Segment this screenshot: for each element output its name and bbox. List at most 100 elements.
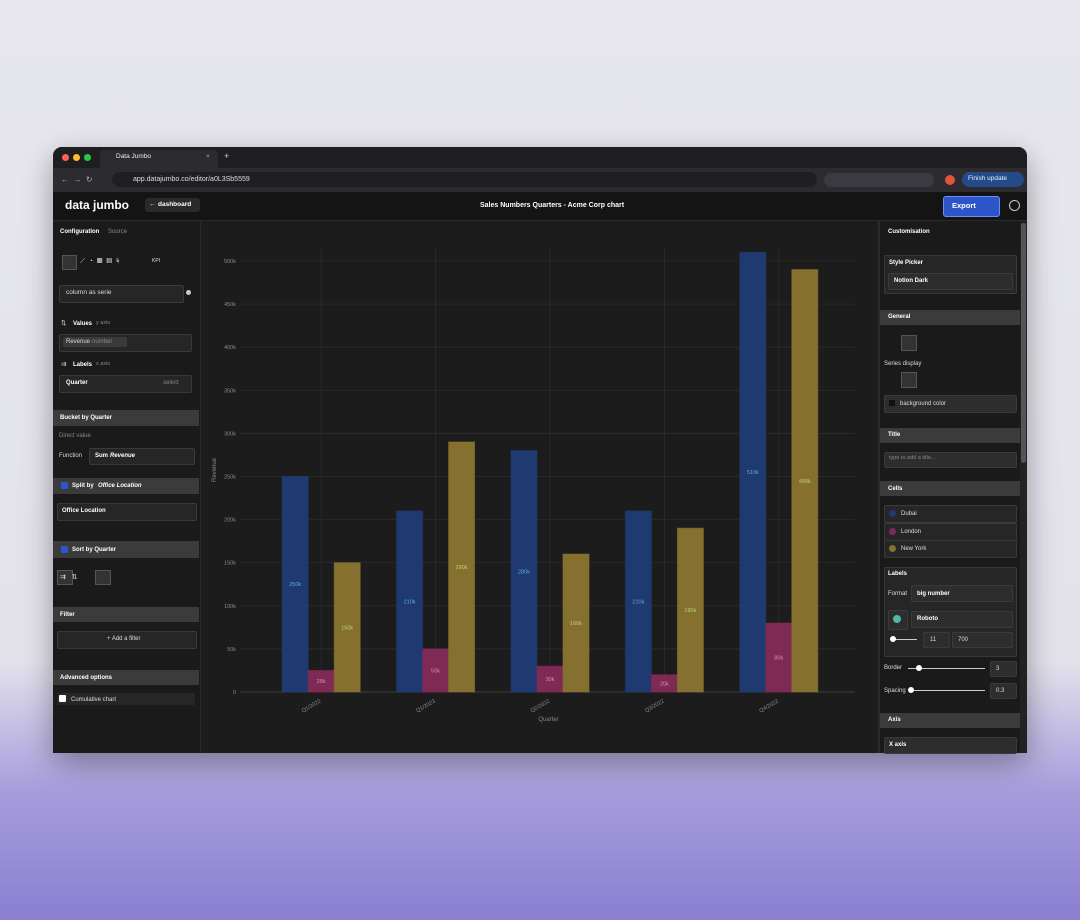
value-label: 20k (660, 681, 669, 687)
browser-tab[interactable] (100, 150, 218, 168)
labels-hint: x axis (96, 361, 111, 367)
cumulative-checkbox[interactable] (59, 695, 66, 702)
split-value: Office Location (62, 508, 106, 514)
profile[interactable] (945, 175, 955, 185)
size-slider[interactable] (893, 639, 917, 640)
close-light[interactable] (62, 154, 69, 161)
font-select[interactable] (911, 611, 1013, 628)
legend-swatch[interactable] (889, 510, 896, 517)
orientation-selected[interactable] (901, 335, 917, 351)
border-input[interactable] (990, 661, 1017, 677)
format-label: Format (888, 591, 908, 597)
title-band (880, 428, 1020, 443)
values-chip[interactable] (63, 337, 127, 347)
spacing-slider-thumb[interactable] (908, 687, 914, 693)
split-field: Office Location (98, 483, 142, 489)
chart-type-icons[interactable]: ⟋ ◔ ▦ ▤ ⚘ (80, 258, 120, 265)
value-label: 160k (570, 621, 582, 627)
function-select[interactable] (89, 448, 195, 465)
spacing-slider[interactable] (911, 690, 985, 691)
minimize-light[interactable] (73, 154, 80, 161)
bar (510, 450, 538, 693)
cell-row[interactable] (884, 540, 1017, 558)
value-label: 210k (404, 599, 416, 605)
x-tick-label: Q4/2022 (759, 699, 780, 715)
format-select[interactable] (911, 585, 1013, 602)
back-button-box[interactable] (145, 198, 200, 212)
labels-icon: ⇉ (61, 361, 67, 368)
mode-select[interactable] (59, 285, 184, 303)
new-tab[interactable]: + (224, 151, 230, 161)
legend-swatch[interactable] (889, 545, 896, 552)
series-display-selected[interactable] (901, 372, 917, 388)
chart-title[interactable]: Sales Numbers Quarters - Acme Corp chart (480, 202, 625, 209)
export-button-box[interactable] (943, 196, 1000, 217)
legend-label: Dubai (901, 511, 917, 517)
label-color-swatch[interactable] (893, 615, 901, 623)
background-box[interactable] (884, 395, 1017, 413)
add-filter-box[interactable] (57, 631, 197, 649)
legend-swatch[interactable] (889, 527, 896, 535)
value-label: 250k (289, 582, 301, 588)
border-slider-thumb[interactable] (916, 665, 922, 671)
general-title: General (888, 314, 911, 320)
bar (739, 251, 767, 693)
chart-type-selected[interactable] (62, 255, 77, 270)
logo[interactable]: data jumbo (65, 198, 130, 212)
extensions (824, 173, 934, 187)
labels-field-name: Quarter (66, 380, 88, 386)
kpi-icon[interactable]: KPI (152, 258, 161, 264)
tab-close[interactable]: × (206, 153, 210, 160)
size-input[interactable] (923, 632, 950, 648)
labels-title: Labels (888, 571, 908, 577)
update-pill[interactable] (962, 172, 1024, 187)
weight-select[interactable] (952, 632, 1013, 648)
values-field-name: Revenue (66, 339, 91, 345)
style-select[interactable] (888, 273, 1013, 290)
x-axis-label: X axis (889, 742, 907, 748)
mode-help[interactable] (186, 290, 191, 295)
help-icon[interactable] (1009, 200, 1020, 211)
background-label: background color (900, 401, 947, 407)
tab-title: Data Jumbo (116, 153, 152, 160)
values-hint: y axis (96, 320, 111, 326)
cells-band (880, 481, 1020, 496)
title-input[interactable] (884, 452, 1017, 468)
sort-icons[interactable]: ⇉ ⇅ (60, 574, 78, 581)
add-filter: + Add a filter (107, 636, 141, 642)
sort-order-selected[interactable] (95, 570, 111, 585)
style-value: Notion Dark (894, 278, 929, 284)
advanced-title: Advanced options (60, 675, 113, 681)
y-tick-label: 50k (227, 647, 236, 653)
zoom-light[interactable] (84, 154, 91, 161)
split-title: Split by (72, 483, 94, 489)
value-label: 190k (684, 608, 696, 614)
address-field[interactable] (112, 172, 817, 187)
size-slider-thumb[interactable] (890, 636, 896, 642)
scrollbar[interactable] (1020, 221, 1027, 753)
spacing-input[interactable] (990, 683, 1017, 699)
bar (448, 441, 476, 693)
x-tick-label: Q3/2022 (644, 699, 665, 715)
labels-field[interactable] (59, 375, 192, 393)
split-checkbox[interactable] (61, 482, 68, 489)
split-select[interactable] (57, 503, 197, 521)
function-field: Revenue (110, 453, 136, 459)
value-label: 150k (341, 625, 353, 631)
labels-placeholder: select (163, 380, 179, 386)
tab-source[interactable]: Source (108, 229, 128, 235)
border-slider[interactable] (908, 668, 985, 669)
nav-buttons[interactable]: ← → ↻ (61, 175, 93, 184)
chart: 0 50k 100k 150k 200k 250k 300k 350k 400k 450k 500k… (212, 248, 855, 723)
spacing-value: 0.3 (996, 688, 1005, 694)
sort-checkbox[interactable] (61, 546, 68, 553)
background-swatch[interactable] (889, 400, 895, 406)
x-axis-box[interactable] (884, 737, 1017, 754)
value-label: 25k (317, 679, 326, 685)
sort-direction-selected[interactable] (57, 570, 73, 585)
tab-configuration[interactable]: Configuration (60, 229, 100, 235)
bar (624, 510, 652, 693)
x-tick-label: Q2/2022 (530, 699, 551, 715)
y-tick-label: 200k (224, 518, 236, 524)
split-band (53, 478, 199, 494)
